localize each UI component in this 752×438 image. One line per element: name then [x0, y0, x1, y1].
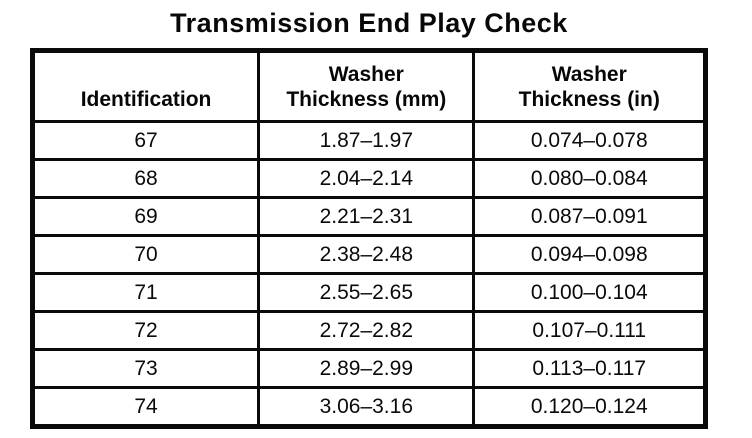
end-play-table: Identification Washer Thickness (mm) Was… [30, 48, 708, 429]
cell-thickness-in: 0.120–0.124 [472, 386, 707, 428]
cell-identification: 68 [30, 158, 261, 199]
cell-identification: 71 [30, 272, 261, 313]
cell-identification: 74 [30, 386, 261, 428]
header-label-identification: Identification [80, 88, 212, 112]
cell-thickness-in: 0.100–0.104 [472, 272, 707, 313]
cell-identification: 72 [30, 310, 261, 351]
cell-thickness-mm: 2.38–2.48 [257, 234, 476, 275]
table-row: 70 2.38–2.48 0.094–0.098 [30, 234, 707, 275]
cell-thickness-mm: 2.89–2.99 [257, 348, 476, 389]
table-row: 68 2.04–2.14 0.080–0.084 [30, 158, 707, 199]
header-cell-washer-mm: Washer Thickness (mm) [257, 49, 476, 123]
cell-thickness-in: 0.107–0.111 [472, 310, 707, 351]
table-row: 74 3.06–3.16 0.120–0.124 [30, 386, 707, 428]
header-label-washer-mm-line1: Washer [328, 63, 404, 87]
cell-thickness-in: 0.087–0.091 [472, 196, 707, 237]
cell-thickness-in: 0.080–0.084 [472, 158, 707, 199]
cell-identification: 73 [30, 348, 261, 389]
cell-identification: 69 [30, 196, 261, 237]
cell-identification: 70 [30, 234, 261, 275]
cell-thickness-mm: 2.72–2.82 [257, 310, 476, 351]
cell-thickness-in: 0.094–0.098 [472, 234, 707, 275]
cell-thickness-in: 0.074–0.078 [472, 120, 707, 161]
table-row: 72 2.72–2.82 0.107–0.111 [30, 310, 707, 351]
header-cell-washer-in: Washer Thickness (in) [472, 49, 707, 123]
cell-thickness-mm: 2.55–2.65 [257, 272, 476, 313]
table-row: 73 2.89–2.99 0.113–0.117 [30, 348, 707, 389]
header-label-washer-mm-line2: Thickness (mm) [286, 88, 447, 112]
cell-identification: 67 [30, 120, 261, 161]
cell-thickness-mm: 3.06–3.16 [257, 386, 476, 428]
cell-thickness-mm: 2.04–2.14 [257, 158, 476, 199]
table-row: 71 2.55–2.65 0.100–0.104 [30, 272, 707, 313]
cell-thickness-in: 0.113–0.117 [472, 348, 707, 389]
cell-thickness-mm: 2.21–2.31 [257, 196, 476, 237]
table-row: 69 2.21–2.31 0.087–0.091 [30, 196, 707, 237]
header-label-washer-in-line1: Washer [551, 63, 627, 87]
page-title: Transmission End Play Check [170, 8, 568, 38]
header-cell-identification: Identification [30, 49, 261, 123]
header-row: Identification Washer Thickness (mm) Was… [30, 49, 707, 123]
cell-thickness-mm: 1.87–1.97 [257, 120, 476, 161]
header-label-washer-in-line2: Thickness (in) [518, 88, 660, 112]
table-row: 67 1.87–1.97 0.074–0.078 [30, 120, 707, 161]
